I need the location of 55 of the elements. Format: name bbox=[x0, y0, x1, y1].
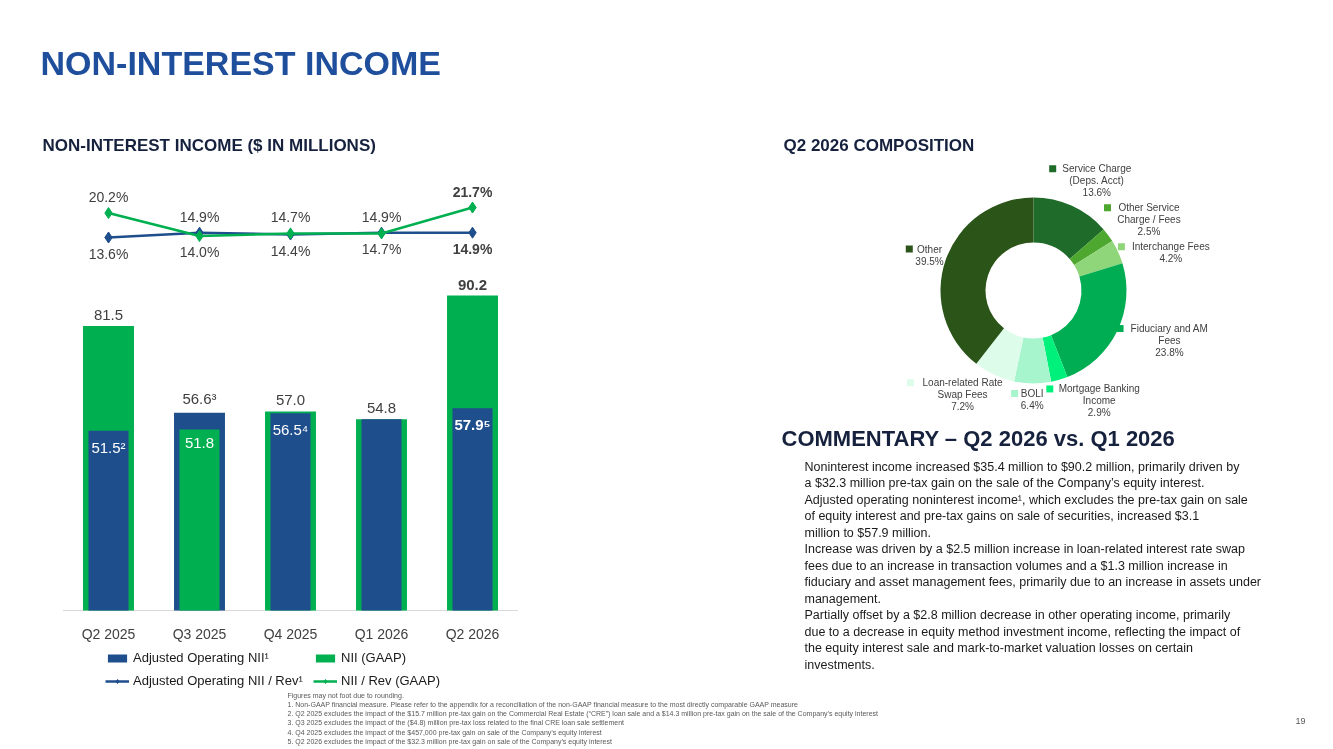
data-label: 14.7% bbox=[270, 209, 311, 226]
legend-label: Adjusted Operating NII / Rev¹ bbox=[133, 673, 303, 688]
data-label: 51.8 bbox=[184, 433, 215, 451]
legend-label: Other Service Charge / Fees bbox=[1117, 202, 1181, 226]
data-label: 2.5% bbox=[1137, 226, 1161, 238]
data-label: 54.8 bbox=[366, 399, 397, 417]
chart-subtitle: NON-INTEREST INCOME ($ IN MILLIONS) bbox=[42, 136, 376, 155]
data-label: 23.8% bbox=[1155, 347, 1184, 359]
x-tick-label: Q1 2026 bbox=[354, 625, 409, 642]
chart-title: Q2 2026 COMPOSITION bbox=[783, 136, 975, 155]
legend-label: Interchange Fees bbox=[1131, 241, 1210, 253]
legend-label: Service Charge (Deps. Acct) bbox=[1062, 163, 1132, 187]
data-label: 56.5⁴ bbox=[272, 421, 309, 439]
bar bbox=[88, 430, 129, 611]
data-label: 39.5% bbox=[915, 255, 944, 267]
x-tick-label: Q3 2025 bbox=[172, 625, 227, 642]
bar bbox=[452, 408, 493, 611]
text: Partially offset by a $2.8 million decrease in other operating income, primarily due to a decrease in equity method investment income, reflecting the impact of the equity interest sale and mark-to-market valuation losses on certain investments. bbox=[804, 608, 1241, 672]
data-label: 14.0% bbox=[179, 244, 220, 261]
data-label: 4.2% bbox=[1159, 253, 1183, 265]
data-label: 81.5 bbox=[93, 305, 124, 323]
data-label: 14.9% bbox=[452, 240, 493, 257]
legend-label: NII / Rev (GAAP) bbox=[341, 673, 440, 688]
data-label: 14.4% bbox=[270, 242, 311, 259]
data-label: 14.7% bbox=[361, 241, 402, 258]
data-label: 14.9% bbox=[179, 208, 220, 225]
x-tick-label: Q4 2025 bbox=[263, 625, 318, 642]
legend-label: Other bbox=[917, 243, 943, 255]
data-label: 6.4% bbox=[1020, 400, 1044, 411]
legend-label: Loan-related Rate Swap Fees bbox=[922, 377, 1004, 401]
legend-label: Mortgage Banking Income bbox=[1058, 383, 1140, 407]
data-label: 51.5² bbox=[91, 438, 126, 456]
legend-label: BOLI bbox=[1020, 388, 1044, 399]
x-tick-label: Q2 2025 bbox=[81, 625, 136, 642]
data-label: 20.2% bbox=[88, 189, 129, 206]
data-label: 21.7% bbox=[452, 183, 493, 200]
data-label: 56.6³ bbox=[182, 389, 217, 407]
data-label: 13.6% bbox=[1082, 187, 1112, 199]
legend-label: NII (GAAP) bbox=[341, 650, 407, 665]
data-label: 2.9% bbox=[1087, 407, 1111, 419]
text: Increase was driven by a $2.5 million increase in loan-related interest rate swap fees due to an increase in transaction volumes and a $1.3 million increase in fiduciary and asset management fees, primarily due to an increase in assets under management. bbox=[804, 542, 1261, 606]
x-tick-label: Q2 2026 bbox=[445, 625, 500, 642]
text: 19 bbox=[1295, 715, 1306, 726]
data-label: 57.9⁵ bbox=[454, 416, 491, 434]
text: Noninterest income increased $35.4 million to $90.2 million, primarily driven by a $32.3 million pre-tax gain on the sale of the Company’s equity interest. bbox=[804, 459, 1241, 490]
legend-label: Fiduciary and AM Fees bbox=[1130, 323, 1208, 347]
data-label: 7.2% bbox=[951, 401, 975, 413]
data-label: 90.2 bbox=[457, 275, 488, 293]
data-label: 57.0 bbox=[275, 391, 306, 409]
data-label: 13.6% bbox=[88, 245, 129, 262]
text: COMMENTARY – Q2 2026 vs. Q1 2026 bbox=[781, 426, 1175, 451]
legend-label: Adjusted Operating NII¹ bbox=[133, 650, 269, 665]
chart-title: NON-INTEREST INCOME bbox=[40, 43, 441, 82]
text: Adjusted operating noninterest income¹, which excludes the pre-tax gain on sale of equity interest and pre-tax gains on sale of securities, increased $3.1 million to $57.9 million. bbox=[804, 492, 1248, 540]
data-label: 14.9% bbox=[361, 208, 402, 225]
